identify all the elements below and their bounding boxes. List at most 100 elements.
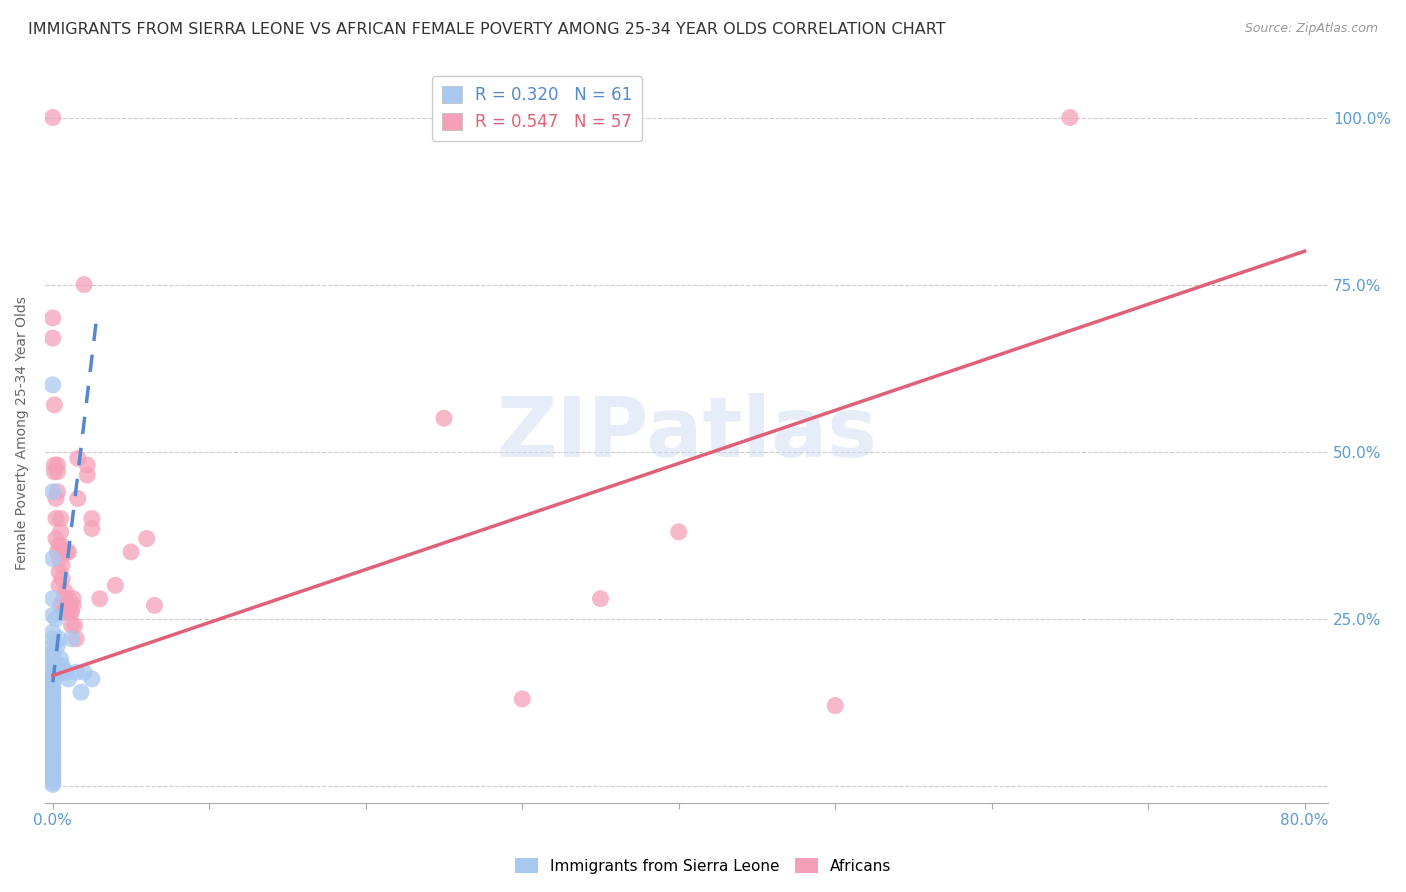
Point: [42, 729, 65, 743]
Point: [42, 685, 65, 699]
Point: [46, 545, 69, 559]
Point: [51, 558, 73, 573]
Point: [76, 458, 98, 472]
Point: [48, 632, 70, 646]
Point: [42, 311, 65, 326]
Point: [42, 692, 65, 706]
Point: [49, 524, 72, 539]
Point: [668, 524, 690, 539]
Text: ZIPatlas: ZIPatlas: [496, 392, 877, 474]
Point: [62, 591, 84, 606]
Point: [42, 742, 65, 756]
Point: [53, 585, 76, 599]
Point: [56, 665, 79, 680]
Point: [42, 745, 65, 759]
Point: [42, 695, 65, 709]
Point: [51, 572, 73, 586]
Point: [42, 739, 65, 753]
Y-axis label: Female Poverty Among 25-34 Year Olds: Female Poverty Among 25-34 Year Olds: [15, 296, 30, 570]
Point: [60, 632, 83, 646]
Point: [42, 672, 65, 686]
Point: [49, 652, 72, 666]
Point: [42, 769, 65, 783]
Point: [59, 599, 82, 613]
Point: [46, 458, 69, 472]
Point: [42, 331, 65, 345]
Point: [42, 551, 65, 566]
Point: [42, 765, 65, 780]
Point: [120, 545, 142, 559]
Point: [65, 632, 87, 646]
Point: [52, 591, 75, 606]
Point: [45, 532, 67, 546]
Point: [42, 748, 65, 763]
Point: [63, 618, 86, 632]
Point: [53, 599, 76, 613]
Point: [51, 658, 73, 673]
Point: [42, 639, 65, 653]
Point: [42, 752, 65, 766]
Point: [48, 565, 70, 579]
Point: [42, 653, 65, 667]
Point: [42, 715, 65, 730]
Point: [42, 648, 65, 663]
Point: [76, 468, 98, 483]
Point: [66, 451, 89, 466]
Point: [1059, 111, 1081, 125]
Point: [42, 772, 65, 786]
Point: [42, 625, 65, 640]
Point: [56, 605, 79, 619]
Point: [62, 599, 84, 613]
Point: [44, 465, 66, 479]
Point: [42, 657, 65, 672]
Point: [42, 735, 65, 749]
Point: [49, 599, 72, 613]
Point: [42, 698, 65, 713]
Point: [46, 639, 69, 653]
Point: [42, 679, 65, 693]
Point: [42, 591, 65, 606]
Point: [46, 484, 69, 499]
Point: [42, 775, 65, 789]
Point: [44, 458, 66, 472]
Text: IMMIGRANTS FROM SIERRA LEONE VS AFRICAN FEMALE POVERTY AMONG 25-34 YEAR OLDS COR: IMMIGRANTS FROM SIERRA LEONE VS AFRICAN …: [28, 22, 946, 37]
Point: [143, 599, 166, 613]
Legend: Immigrants from Sierra Leone, Africans: Immigrants from Sierra Leone, Africans: [509, 852, 897, 880]
Point: [42, 732, 65, 747]
Point: [42, 377, 65, 392]
Point: [58, 545, 80, 559]
Point: [58, 672, 80, 686]
Point: [42, 719, 65, 733]
Point: [46, 465, 69, 479]
Point: [42, 681, 65, 696]
Point: [70, 685, 93, 699]
Point: [58, 591, 80, 606]
Point: [45, 612, 67, 626]
Point: [45, 511, 67, 525]
Point: [49, 538, 72, 552]
Point: [45, 491, 67, 506]
Point: [42, 668, 65, 682]
Point: [104, 578, 127, 592]
Point: [42, 665, 65, 680]
Point: [52, 605, 75, 619]
Point: [89, 591, 111, 606]
Point: [42, 484, 65, 499]
Point: [42, 762, 65, 776]
Point: [42, 708, 65, 723]
Point: [42, 689, 65, 703]
Point: [42, 608, 65, 623]
Point: [60, 605, 83, 619]
Point: [80, 522, 103, 536]
Point: [42, 702, 65, 716]
Point: [42, 777, 65, 791]
Point: [433, 411, 456, 425]
Point: [42, 111, 65, 125]
Point: [48, 551, 70, 566]
Point: [42, 662, 65, 676]
Point: [56, 545, 79, 559]
Point: [42, 706, 65, 720]
Point: [49, 511, 72, 525]
Point: [59, 605, 82, 619]
Point: [42, 758, 65, 772]
